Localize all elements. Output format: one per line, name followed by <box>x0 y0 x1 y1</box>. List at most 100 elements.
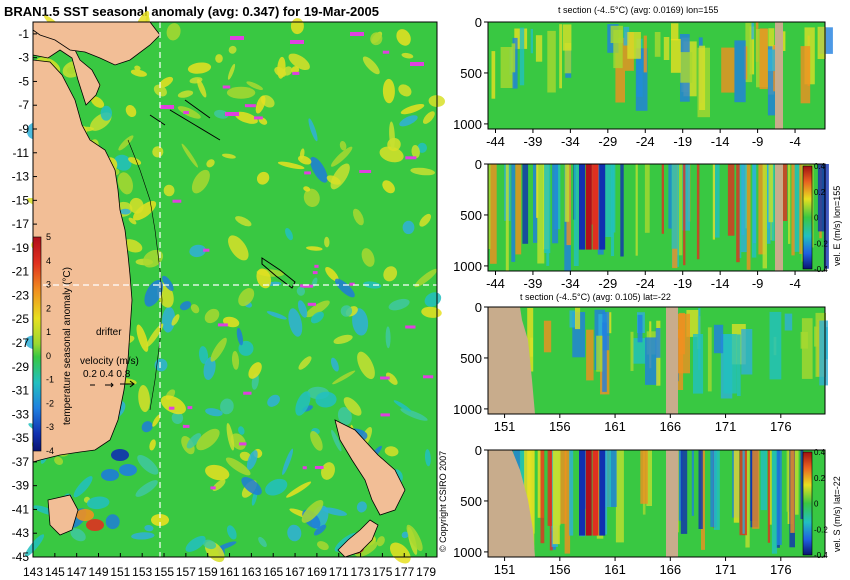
section-y-tick: 500 <box>460 208 482 223</box>
anomaly-patch <box>401 531 409 539</box>
section-cell <box>712 164 715 240</box>
section-cell <box>540 450 545 544</box>
anomaly-patch <box>198 346 209 364</box>
anomaly-patch <box>362 56 380 75</box>
map-y-tick: -13 <box>12 170 30 184</box>
drifter-marker <box>172 199 182 203</box>
section-cell <box>699 45 706 111</box>
anomaly-patch <box>236 327 244 346</box>
section-x-tick: -19 <box>673 276 692 291</box>
anomaly-patch <box>285 228 293 241</box>
anomaly-patch <box>202 539 217 550</box>
anomaly-patch <box>120 208 131 215</box>
anomaly-patch <box>206 159 215 168</box>
anomaly-patch <box>389 542 411 564</box>
section-cell <box>680 52 693 83</box>
anomaly-patch <box>333 334 353 345</box>
anomaly-patch <box>317 541 329 551</box>
section-cell <box>762 164 767 269</box>
velocity-colorbar-label: vel. S (m/s) lat=-22 <box>832 476 842 552</box>
anomaly-patch <box>186 433 202 449</box>
map-x-tick: 169 <box>307 565 327 579</box>
anomaly-patch <box>274 66 287 77</box>
section-cell <box>769 311 782 380</box>
anomaly-patch <box>231 351 240 370</box>
anomaly-patch <box>90 96 105 108</box>
anomaly-patch <box>296 286 306 296</box>
section-cell <box>511 43 516 73</box>
anomaly-patch <box>234 111 258 124</box>
section-cell <box>823 164 829 269</box>
section-x-tick: -24 <box>636 134 655 149</box>
anomaly-patch <box>101 469 119 481</box>
velocity-colorbar-tick: -0.4 <box>814 265 828 274</box>
section-cell <box>519 27 525 86</box>
section-x-tick: -14 <box>711 276 730 291</box>
section-y-tick: 1000 <box>453 402 482 417</box>
anomaly-patch <box>130 69 147 77</box>
anomaly-patch <box>310 156 328 183</box>
anomaly-patch <box>277 161 305 170</box>
map-y-tick: -27 <box>12 336 30 350</box>
anomaly-patch <box>117 172 133 195</box>
section-cell <box>788 164 791 244</box>
section-cell <box>579 450 585 536</box>
drifter-marker <box>423 375 434 379</box>
section-x-tick: 151 <box>494 562 516 577</box>
anomaly-patch <box>230 433 246 450</box>
anomaly-patch <box>228 235 249 261</box>
anomaly-patch <box>166 23 181 41</box>
section-cell <box>646 450 652 506</box>
anomaly-patch <box>86 519 104 531</box>
anomaly-patch <box>419 213 432 227</box>
anomaly-patch <box>154 358 168 372</box>
section-cell <box>527 450 535 549</box>
section-land-mask <box>488 307 535 414</box>
drifter-marker <box>314 466 324 469</box>
section-cell <box>767 450 771 543</box>
temperature-colorbar: 5 4 3 2 1 0 -1 -2 -3 -4 temperature seasonal anom… <box>32 232 73 456</box>
tasmania-land <box>47 494 79 536</box>
velocity-scale-labels: 0.2 0.4 0.8 <box>83 369 131 380</box>
section-cell <box>585 450 592 536</box>
map-x-tick: 153 <box>132 565 152 579</box>
drifter-marker <box>254 116 263 120</box>
map-y-tick: -11 <box>13 146 30 160</box>
anomaly-patch <box>66 67 76 74</box>
velocity-colorbar <box>802 451 813 556</box>
section-cell <box>707 327 712 392</box>
section-cell <box>643 35 647 73</box>
anomaly-patch <box>86 496 110 510</box>
section-cell <box>547 450 553 526</box>
anomaly-patch <box>225 457 251 476</box>
anomaly-patch <box>310 311 324 324</box>
section-cell <box>691 450 694 516</box>
section-cell <box>569 310 576 328</box>
drifter-marker <box>244 104 256 108</box>
section-cell <box>491 51 496 99</box>
map-x-tick: 171 <box>329 565 349 579</box>
temperature-colorbar-tick: -3 <box>46 422 54 432</box>
anomaly-patch <box>286 481 312 498</box>
section-cell <box>613 29 623 69</box>
anomaly-patch <box>128 217 137 225</box>
anomaly-patch <box>315 391 337 408</box>
anomaly-patch <box>235 216 252 227</box>
section-cell <box>760 450 768 511</box>
new-zealand-north-land <box>334 419 406 516</box>
anomaly-patch <box>163 184 175 197</box>
anomaly-patch <box>411 145 420 159</box>
anomaly-patch <box>152 414 161 427</box>
section-cell <box>515 164 522 255</box>
anomaly-patch <box>400 103 425 115</box>
section-cell <box>569 450 574 536</box>
velocity-colorbar-tick: -0.2 <box>814 525 828 534</box>
anomaly-patch <box>146 323 164 348</box>
anomaly-patch <box>334 278 355 298</box>
section-cell <box>585 164 592 250</box>
section-cell <box>537 164 545 264</box>
map-y-tick: -1 <box>18 27 29 41</box>
anomaly-patch <box>299 148 305 160</box>
section-cell <box>579 164 585 250</box>
map-y-tick: -3 <box>18 51 29 65</box>
